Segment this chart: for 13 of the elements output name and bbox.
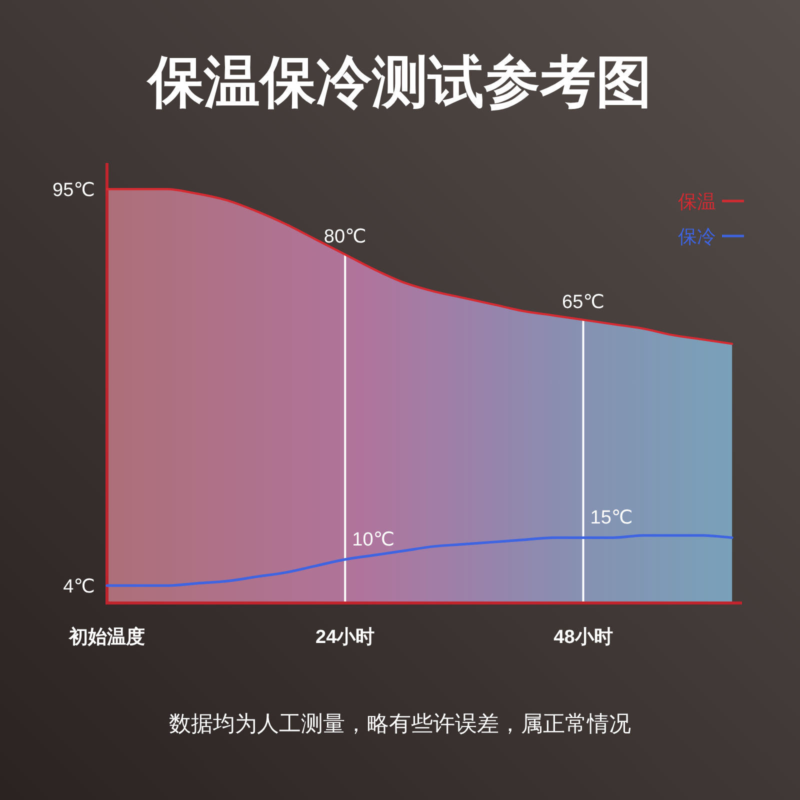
x-tick-label: 48小时 [554,626,613,648]
data-label: 80℃ [324,226,366,248]
data-label: 10℃ [352,529,395,550]
data-label: 15℃ [590,508,633,529]
y-tick-label: 4℃ [63,576,95,598]
text: 数据均为人工测量，略有些许误差，属正常情况 [169,711,631,736]
y-tick-label: 95℃ [52,180,95,202]
legend-label: 保温 [678,192,716,213]
chart-title: 保温保冷测试参考图 [146,50,652,113]
data-label: 65℃ [562,292,604,313]
legend-label: 保冷 [678,227,716,248]
x-tick-label: 初始温度 [68,626,145,648]
x-tick-label: 24小时 [316,626,375,648]
